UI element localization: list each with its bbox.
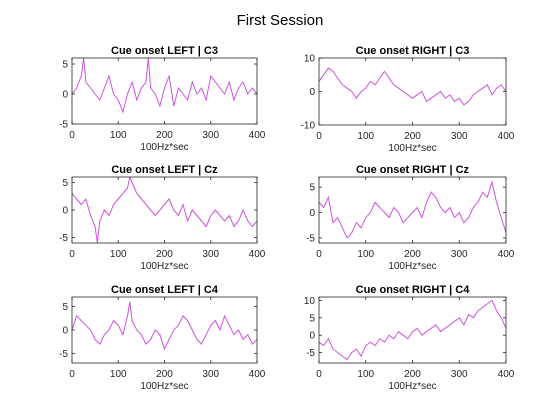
x-tick-label: 0 — [316, 131, 322, 142]
x-tick-label: 400 — [498, 249, 515, 260]
y-tick-label: 0 — [62, 90, 68, 101]
y-tick-label: -5 — [306, 233, 315, 244]
x-tick-label: 0 — [69, 130, 75, 141]
x-tick-label: 200 — [156, 249, 173, 260]
x-tick-label: 0 — [69, 369, 75, 380]
y-tick-label: 5 — [62, 302, 68, 313]
axes-title: Cue onset RIGHT | Cz — [356, 164, 470, 176]
y-tick-label: 10 — [304, 54, 316, 65]
x-tick-label: 100 — [357, 249, 374, 260]
x-axis-label: 100Hz*sec — [388, 261, 436, 272]
axes-title: Cue onset RIGHT | C4 — [356, 284, 471, 296]
y-tick-label: -10 — [301, 121, 316, 132]
x-axis-label: 100Hz*sec — [140, 381, 188, 392]
x-tick-label: 0 — [316, 369, 322, 380]
y-tick-label: 0 — [309, 208, 315, 219]
x-tick-label: 100 — [357, 369, 374, 380]
x-tick-label: 300 — [451, 249, 468, 260]
x-axis-label: 100Hz*sec — [140, 261, 188, 272]
axes-title: Cue onset LEFT | C3 — [111, 45, 218, 57]
axes-background — [72, 177, 257, 243]
x-tick-label: 200 — [156, 369, 173, 380]
y-tick-label: -5 — [59, 349, 68, 360]
y-tick-label: 10 — [304, 296, 316, 307]
axes-background — [72, 297, 257, 363]
y-tick-label: 0 — [62, 326, 68, 337]
x-tick-label: 200 — [156, 130, 173, 141]
x-axis-label: 100Hz*sec — [388, 143, 436, 154]
x-axis-label: 100Hz*sec — [388, 381, 436, 392]
x-tick-label: 300 — [451, 131, 468, 142]
axes-title: Cue onset LEFT | C4 — [111, 284, 219, 296]
axes-background — [319, 177, 506, 243]
x-tick-label: 100 — [357, 131, 374, 142]
x-tick-label: 400 — [498, 131, 515, 142]
x-tick-label: 400 — [249, 130, 266, 141]
x-tick-label: 100 — [110, 369, 127, 380]
x-tick-label: 200 — [404, 249, 421, 260]
x-tick-label: 300 — [202, 369, 219, 380]
x-tick-label: 400 — [249, 369, 266, 380]
y-tick-label: 0 — [309, 87, 315, 98]
x-tick-label: 300 — [202, 249, 219, 260]
y-tick-label: 0 — [62, 206, 68, 217]
x-tick-label: 100 — [110, 130, 127, 141]
axes-title: Cue onset LEFT | Cz — [111, 164, 218, 176]
y-tick-label: -5 — [306, 348, 315, 359]
y-tick-label: -5 — [59, 120, 68, 131]
x-tick-label: 300 — [451, 369, 468, 380]
axes-background — [72, 58, 257, 124]
x-tick-label: 400 — [249, 249, 266, 260]
y-tick-label: -5 — [59, 233, 68, 244]
x-tick-label: 200 — [404, 131, 421, 142]
x-tick-label: 0 — [69, 249, 75, 260]
x-tick-label: 300 — [202, 130, 219, 141]
x-axis-label: 100Hz*sec — [140, 142, 188, 153]
x-tick-label: 100 — [110, 249, 127, 260]
x-tick-label: 400 — [498, 369, 515, 380]
x-tick-label: 0 — [316, 249, 322, 260]
y-tick-label: 5 — [62, 178, 68, 189]
axes-background — [319, 297, 506, 363]
y-tick-label: 0 — [309, 331, 315, 342]
figure-title: First Session — [237, 12, 324, 29]
x-tick-label: 200 — [404, 369, 421, 380]
y-tick-label: 5 — [309, 313, 315, 324]
y-tick-label: 5 — [62, 60, 68, 71]
y-tick-label: 5 — [309, 183, 315, 194]
axes-title: Cue onset RIGHT | C3 — [356, 45, 470, 57]
